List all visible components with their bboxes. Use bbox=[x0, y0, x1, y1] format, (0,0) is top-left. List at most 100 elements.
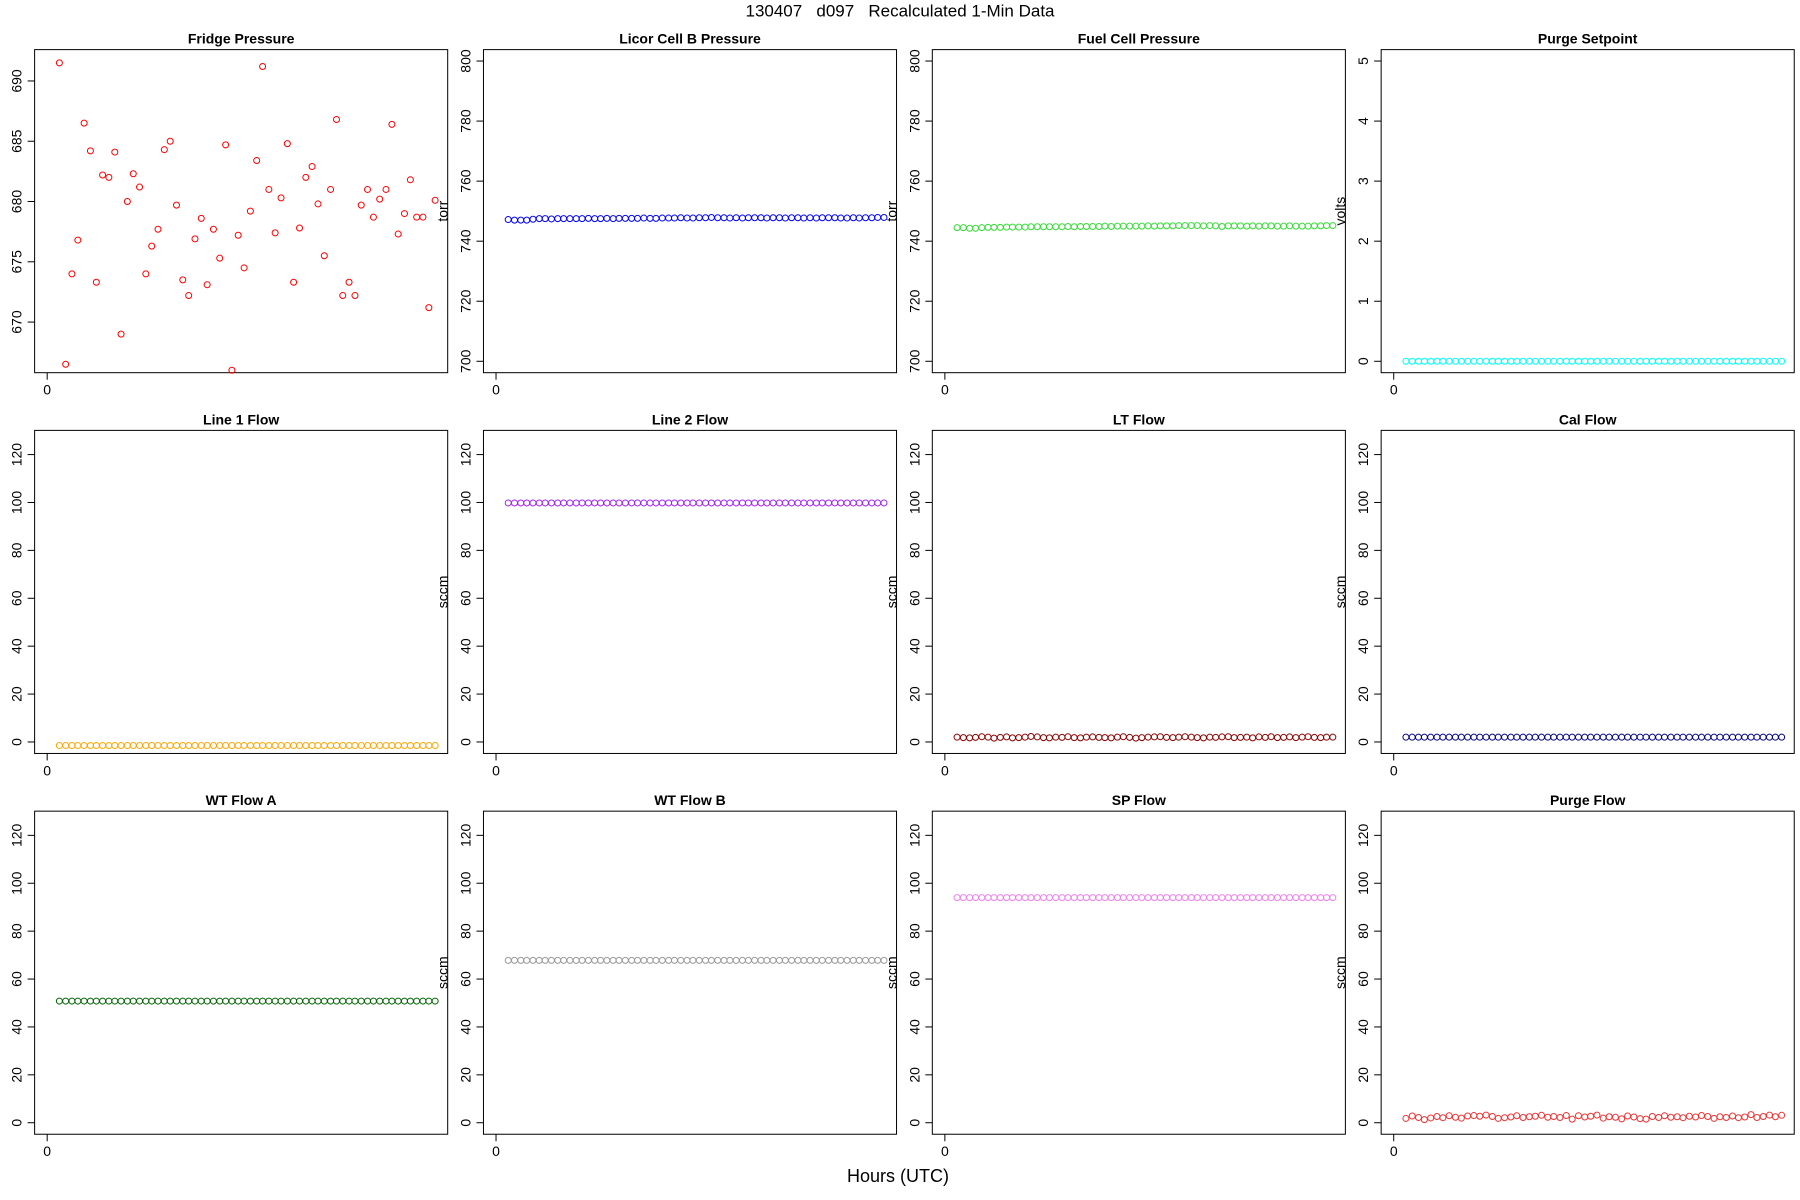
data-point bbox=[302, 997, 310, 1005]
data-point bbox=[68, 270, 76, 278]
data-point bbox=[209, 997, 217, 1005]
y-tick-label: 685 bbox=[9, 129, 25, 153]
data-point bbox=[966, 734, 974, 742]
data-point bbox=[591, 499, 599, 507]
data-point bbox=[658, 499, 666, 507]
x-tick-label: 0 bbox=[43, 382, 51, 398]
data-point bbox=[806, 214, 814, 222]
data-point bbox=[640, 956, 648, 964]
data-point bbox=[1175, 894, 1183, 902]
data-point bbox=[584, 499, 592, 507]
data-point bbox=[1716, 733, 1724, 741]
data-point bbox=[1722, 733, 1730, 741]
y-tick-label: 100 bbox=[906, 491, 922, 515]
data-point bbox=[1697, 733, 1705, 741]
y-tick-label: 780 bbox=[906, 109, 922, 133]
data-point bbox=[1310, 894, 1318, 902]
data-point bbox=[1759, 1113, 1767, 1121]
data-point bbox=[197, 742, 205, 750]
data-point bbox=[80, 119, 88, 127]
data-point bbox=[578, 499, 586, 507]
data-point bbox=[1729, 733, 1737, 741]
data-point bbox=[1538, 1111, 1546, 1119]
data-point bbox=[683, 956, 691, 964]
data-point bbox=[1224, 894, 1232, 902]
data-point bbox=[1697, 1112, 1705, 1120]
data-point bbox=[1778, 1111, 1786, 1119]
plot-box bbox=[34, 810, 449, 1135]
data-point bbox=[111, 148, 119, 156]
data-point bbox=[1243, 733, 1251, 741]
data-point bbox=[345, 742, 353, 750]
data-point bbox=[1544, 1113, 1552, 1121]
data-point bbox=[197, 997, 205, 1005]
plot-box bbox=[1380, 49, 1795, 374]
data-point bbox=[652, 214, 660, 222]
data-point bbox=[339, 292, 347, 300]
data-point bbox=[1273, 734, 1281, 742]
data-point bbox=[825, 956, 833, 964]
data-point bbox=[117, 997, 125, 1005]
data-point bbox=[1224, 733, 1232, 741]
data-point bbox=[966, 894, 974, 902]
data-point bbox=[1636, 357, 1644, 365]
data-point bbox=[1488, 733, 1496, 741]
data-point bbox=[1292, 222, 1300, 230]
data-point bbox=[953, 733, 961, 741]
data-point bbox=[554, 499, 562, 507]
data-point bbox=[1741, 1113, 1749, 1121]
data-point bbox=[825, 499, 833, 507]
data-point bbox=[566, 956, 574, 964]
data-point bbox=[1771, 733, 1779, 741]
data-point bbox=[1753, 1113, 1761, 1121]
data-point bbox=[547, 499, 555, 507]
data-point bbox=[1255, 733, 1263, 741]
data-point bbox=[1753, 357, 1761, 365]
data-point bbox=[277, 742, 285, 750]
data-point bbox=[1531, 733, 1539, 741]
data-point bbox=[332, 116, 340, 124]
data-point bbox=[578, 956, 586, 964]
data-point bbox=[1741, 733, 1749, 741]
data-point bbox=[246, 742, 254, 750]
data-point bbox=[253, 997, 261, 1005]
data-point bbox=[523, 499, 531, 507]
data-point bbox=[1150, 894, 1158, 902]
data-point bbox=[510, 216, 518, 224]
data-point bbox=[1243, 894, 1251, 902]
y-tick-label: 100 bbox=[457, 871, 473, 895]
data-point bbox=[234, 231, 242, 239]
data-point bbox=[1488, 357, 1496, 365]
x-tick-label: 0 bbox=[941, 762, 949, 778]
y-tick-label: 80 bbox=[457, 923, 473, 939]
data-point bbox=[1531, 357, 1539, 365]
data-point bbox=[431, 742, 439, 750]
data-point bbox=[1605, 357, 1613, 365]
data-point bbox=[510, 499, 518, 507]
data-point bbox=[1150, 733, 1158, 741]
data-point bbox=[1574, 733, 1582, 741]
data-point bbox=[1685, 733, 1693, 741]
data-point bbox=[535, 215, 543, 223]
data-point bbox=[345, 278, 353, 286]
data-point bbox=[1765, 1111, 1773, 1119]
data-point bbox=[763, 214, 771, 222]
data-point bbox=[80, 997, 88, 1005]
data-point bbox=[92, 278, 100, 286]
data-point bbox=[1747, 1111, 1755, 1119]
data-point bbox=[339, 742, 347, 750]
data-point bbox=[185, 742, 193, 750]
data-point bbox=[996, 223, 1004, 231]
data-point bbox=[529, 499, 537, 507]
data-point bbox=[720, 214, 728, 222]
data-point bbox=[1082, 894, 1090, 902]
data-point bbox=[1587, 1112, 1595, 1120]
data-point bbox=[1642, 1115, 1650, 1123]
data-point bbox=[726, 499, 734, 507]
data-point bbox=[984, 733, 992, 741]
data-point bbox=[357, 997, 365, 1005]
y-tick-label: 800 bbox=[906, 49, 922, 73]
data-point bbox=[1513, 1112, 1521, 1120]
y-tick-label: 20 bbox=[906, 686, 922, 702]
data-point bbox=[1642, 357, 1650, 365]
